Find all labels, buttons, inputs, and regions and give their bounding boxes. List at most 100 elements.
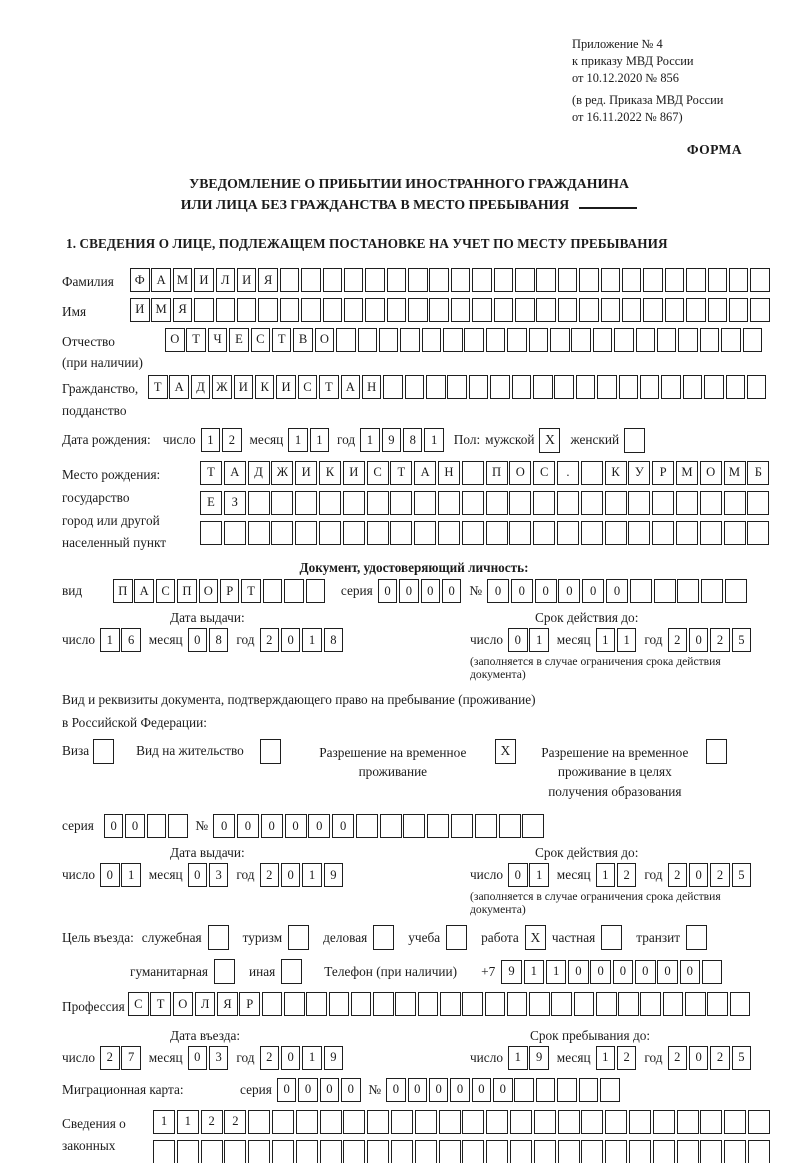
char-cell[interactable]: 0 — [510, 579, 533, 604]
char-cell[interactable] — [176, 1139, 199, 1163]
char-cell[interactable] — [509, 1109, 532, 1134]
char-cell[interactable] — [486, 1139, 509, 1163]
char-cell[interactable] — [550, 327, 570, 352]
char-cell[interactable]: 0 — [688, 863, 709, 888]
char-cell[interactable]: 1 — [309, 428, 330, 453]
char-cell[interactable]: Я — [217, 992, 238, 1017]
char-cell[interactable] — [723, 520, 746, 545]
char-cell[interactable] — [390, 1139, 413, 1163]
char-cell[interactable] — [262, 579, 283, 604]
char-cell[interactable]: 0 — [308, 814, 331, 839]
char-cell[interactable]: 0 — [280, 1045, 301, 1070]
char-cell[interactable]: 2 — [259, 863, 279, 888]
char-cell[interactable]: И — [194, 268, 214, 293]
char-cell[interactable] — [373, 992, 394, 1017]
char-cell[interactable] — [468, 375, 489, 400]
char-cell[interactable] — [390, 490, 413, 515]
char-cell[interactable]: 0 — [276, 1077, 297, 1102]
char-cell[interactable]: 0 — [441, 579, 462, 604]
char-cell[interactable] — [728, 297, 749, 322]
char-cell[interactable]: О — [172, 992, 194, 1017]
char-cell[interactable] — [656, 327, 677, 352]
char-cell[interactable] — [581, 1139, 604, 1163]
char-cell[interactable] — [557, 1139, 580, 1163]
char-cell[interactable] — [168, 814, 188, 839]
purpose-private-checkbox[interactable] — [601, 925, 623, 951]
char-cell[interactable] — [426, 375, 446, 400]
char-cell[interactable] — [573, 992, 595, 1017]
char-cell[interactable] — [386, 297, 407, 322]
char-cell[interactable]: 0 — [582, 579, 605, 604]
char-cell[interactable]: П — [485, 460, 508, 485]
char-cell[interactable] — [414, 490, 437, 515]
char-cell[interactable] — [536, 297, 556, 322]
char-cell[interactable]: Б — [747, 460, 770, 485]
purpose-official-checkbox[interactable] — [207, 925, 229, 951]
char-cell[interactable]: 0 — [399, 579, 419, 604]
char-cell[interactable] — [557, 268, 578, 293]
char-cell[interactable] — [236, 297, 257, 322]
char-cell[interactable] — [580, 460, 603, 485]
char-cell[interactable]: К — [318, 460, 341, 485]
char-cell[interactable] — [421, 327, 442, 352]
char-cell[interactable] — [514, 1077, 534, 1102]
char-cell[interactable]: О — [699, 460, 722, 485]
char-cell[interactable]: 5 — [731, 863, 752, 888]
char-cell[interactable] — [605, 1109, 628, 1134]
char-cell[interactable]: О — [314, 327, 335, 352]
char-cell[interactable] — [635, 327, 656, 352]
char-cell[interactable]: А — [340, 375, 361, 400]
char-cell[interactable]: К — [254, 375, 275, 400]
char-cell[interactable] — [342, 520, 365, 545]
char-cell[interactable] — [507, 327, 527, 352]
char-cell[interactable] — [509, 490, 532, 515]
char-cell[interactable] — [319, 1109, 342, 1134]
char-cell[interactable] — [350, 992, 372, 1017]
char-cell[interactable]: 0 — [568, 959, 589, 984]
char-cell[interactable] — [652, 1109, 675, 1134]
char-cell[interactable]: 3 — [208, 863, 229, 888]
char-cell[interactable] — [248, 1109, 271, 1134]
char-cell[interactable] — [515, 297, 535, 322]
char-cell[interactable]: 0 — [236, 814, 259, 839]
char-cell[interactable]: 1 — [153, 1109, 175, 1134]
char-cell[interactable] — [153, 1139, 175, 1163]
char-cell[interactable] — [676, 1139, 699, 1163]
char-cell[interactable] — [451, 814, 474, 839]
char-cell[interactable]: А — [414, 460, 437, 485]
char-cell[interactable]: 2 — [710, 1045, 730, 1070]
char-cell[interactable] — [707, 268, 728, 293]
char-cell[interactable] — [662, 992, 684, 1017]
char-cell[interactable] — [247, 520, 270, 545]
char-cell[interactable] — [414, 1139, 437, 1163]
char-cell[interactable] — [357, 327, 378, 352]
char-cell[interactable] — [643, 297, 663, 322]
char-cell[interactable] — [729, 992, 751, 1017]
char-cell[interactable] — [194, 297, 214, 322]
char-cell[interactable] — [700, 1139, 723, 1163]
char-cell[interactable] — [408, 268, 428, 293]
char-cell[interactable] — [604, 490, 627, 515]
char-cell[interactable]: М — [151, 297, 171, 322]
char-cell[interactable]: 1 — [595, 628, 616, 653]
char-cell[interactable] — [200, 1139, 223, 1163]
char-cell[interactable] — [343, 268, 364, 293]
char-cell[interactable]: О — [165, 327, 185, 352]
char-cell[interactable] — [224, 1139, 247, 1163]
char-cell[interactable]: 1 — [360, 428, 380, 453]
char-cell[interactable] — [724, 579, 747, 604]
char-cell[interactable]: Т — [319, 375, 339, 400]
char-cell[interactable] — [365, 297, 385, 322]
char-cell[interactable] — [728, 268, 749, 293]
char-cell[interactable]: Р — [219, 579, 240, 604]
char-cell[interactable] — [439, 992, 461, 1017]
option-visa-checkbox[interactable] — [93, 738, 115, 764]
char-cell[interactable] — [498, 814, 521, 839]
purpose-humanitarian-checkbox[interactable] — [214, 959, 236, 985]
char-cell[interactable]: 1 — [100, 628, 120, 653]
char-cell[interactable]: Ж — [212, 375, 232, 400]
char-cell[interactable]: 2 — [667, 628, 687, 653]
char-cell[interactable] — [318, 520, 341, 545]
char-cell[interactable] — [490, 375, 510, 400]
char-cell[interactable]: 0 — [187, 628, 208, 653]
